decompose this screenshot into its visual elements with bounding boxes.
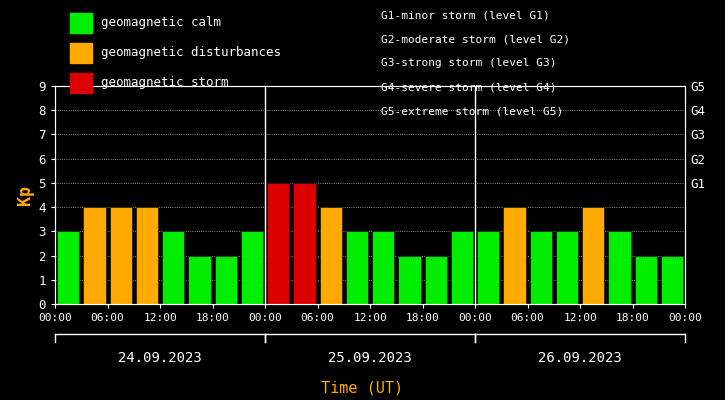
Bar — [556, 231, 578, 304]
Bar — [634, 256, 657, 304]
Bar — [136, 207, 158, 304]
Bar — [215, 256, 237, 304]
Text: Time (UT): Time (UT) — [321, 380, 404, 395]
Text: G5-extreme storm (level G5): G5-extreme storm (level G5) — [381, 106, 563, 116]
Bar — [372, 231, 394, 304]
Text: 24.09.2023: 24.09.2023 — [118, 351, 202, 365]
Text: 25.09.2023: 25.09.2023 — [328, 351, 412, 365]
Bar — [477, 231, 500, 304]
Bar — [267, 183, 289, 304]
Bar — [109, 207, 132, 304]
Text: 26.09.2023: 26.09.2023 — [538, 351, 622, 365]
Bar — [398, 256, 420, 304]
Bar — [320, 207, 342, 304]
Text: G4-severe storm (level G4): G4-severe storm (level G4) — [381, 82, 556, 92]
Bar — [529, 231, 552, 304]
Text: G3-strong storm (level G3): G3-strong storm (level G3) — [381, 58, 556, 68]
Text: geomagnetic storm: geomagnetic storm — [101, 76, 228, 89]
Bar — [162, 231, 184, 304]
Bar — [294, 183, 315, 304]
Text: G2-moderate storm (level G2): G2-moderate storm (level G2) — [381, 34, 570, 44]
Bar — [241, 231, 263, 304]
Bar — [661, 256, 683, 304]
Text: geomagnetic calm: geomagnetic calm — [101, 16, 221, 29]
Bar — [57, 231, 79, 304]
Text: geomagnetic disturbances: geomagnetic disturbances — [101, 46, 281, 59]
Text: G1-minor storm (level G1): G1-minor storm (level G1) — [381, 10, 550, 20]
Bar — [608, 231, 631, 304]
Bar — [503, 207, 526, 304]
Bar — [582, 207, 605, 304]
Bar — [451, 231, 473, 304]
Y-axis label: Kp: Kp — [17, 185, 34, 205]
Bar — [188, 256, 211, 304]
Bar — [346, 231, 368, 304]
Bar — [425, 256, 447, 304]
Bar — [83, 207, 106, 304]
